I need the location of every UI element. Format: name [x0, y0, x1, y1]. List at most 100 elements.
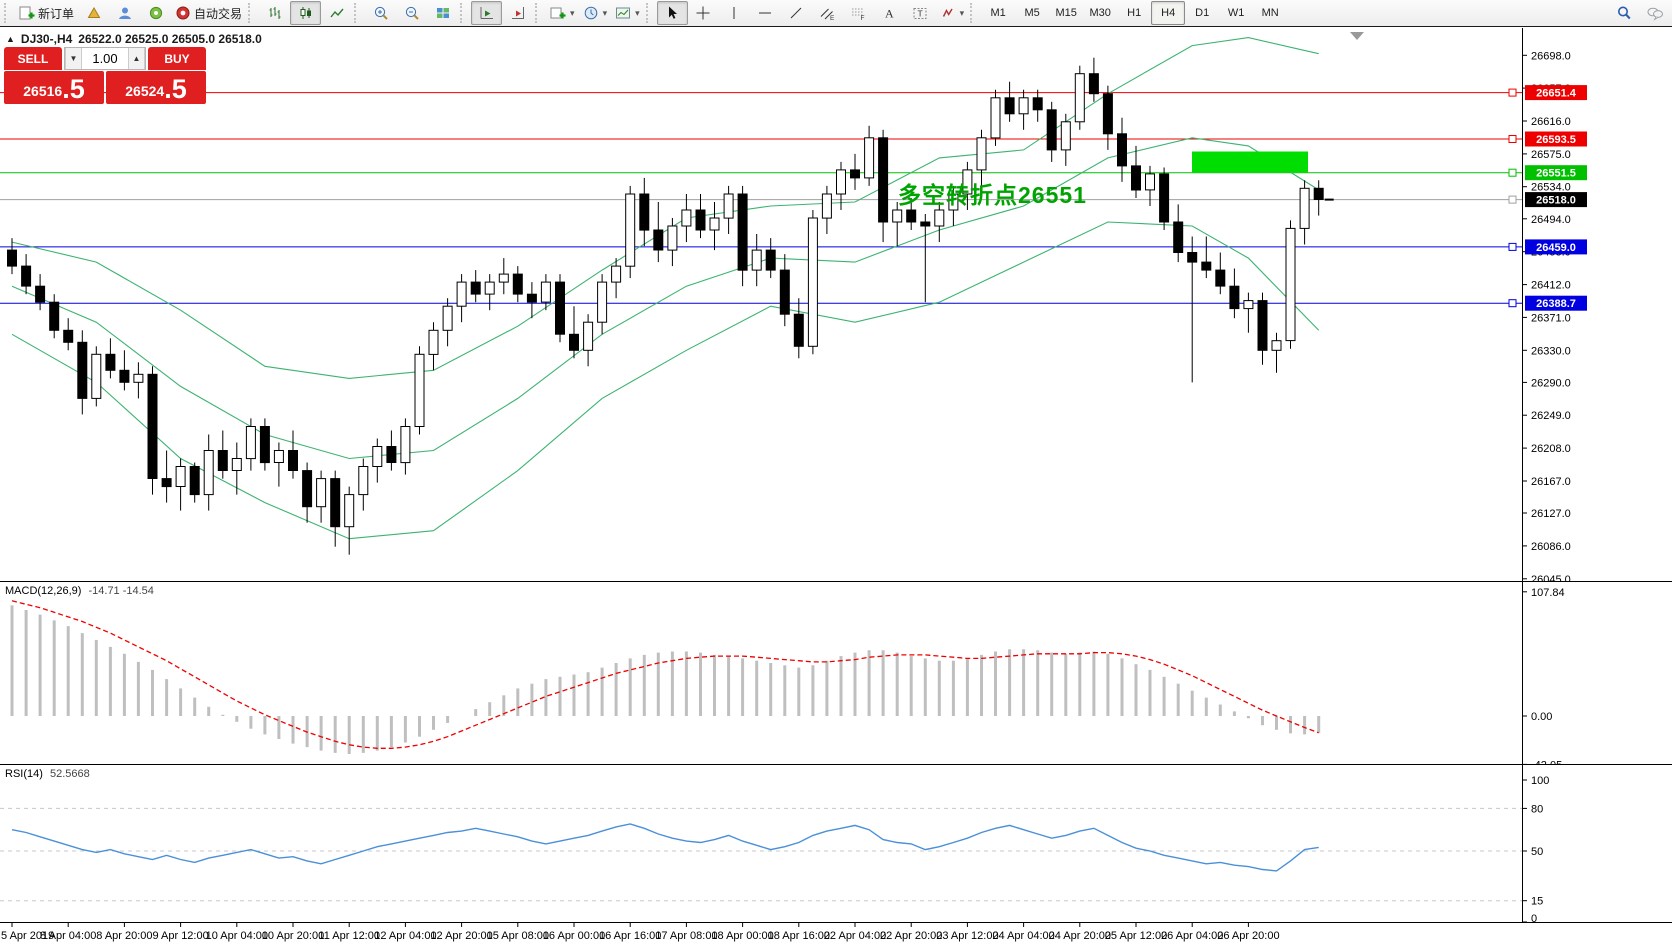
macd-pane: 107.84 0.00 -42.05 MACD(12,26,9) -14.71 -1…	[0, 581, 1672, 764]
template-icon	[615, 5, 631, 21]
text-label-tool-button[interactable]: T	[905, 1, 936, 25]
line-chart-button[interactable]	[321, 1, 352, 25]
timeframe-m1-button[interactable]: M1	[990, 7, 1006, 19]
channel-icon: E	[819, 5, 835, 21]
new-chart-icon	[550, 5, 566, 21]
rsi-tick-label: 80	[1531, 803, 1543, 815]
time-label: 18 Apr 00:00	[711, 930, 773, 942]
cursor-tool-button[interactable]	[656, 1, 688, 25]
price-tick-label: 26412.0	[1531, 280, 1571, 292]
tile-windows-button[interactable]	[427, 1, 458, 25]
channel-tool-button[interactable]: E	[812, 1, 843, 25]
vertical-line-tool-button[interactable]	[719, 1, 750, 25]
svg-text:26651.4: 26651.4	[1536, 88, 1577, 100]
toolbar-grip	[248, 3, 255, 23]
timeframe-mn-button[interactable]: MN	[1261, 7, 1279, 19]
toolbar-grip	[4, 3, 11, 23]
sell-tab[interactable]: SELL	[4, 47, 62, 70]
buy-button[interactable]: 26524.5	[106, 71, 206, 104]
price-level-label	[1525, 131, 1587, 147]
svg-text:26459.0: 26459.0	[1536, 242, 1576, 254]
price-tick-label: 26616.0	[1531, 116, 1571, 128]
buy-tab[interactable]: BUY	[148, 47, 206, 70]
timeframe-h4-button[interactable]: H4	[1151, 1, 1186, 25]
time-label: 12 Apr 04:00	[374, 930, 436, 942]
svg-text:26593.5: 26593.5	[1536, 134, 1576, 146]
bar-chart-button[interactable]	[259, 1, 290, 25]
sell-button[interactable]: 26516.5	[4, 71, 104, 104]
price-chart-canvas[interactable]: 26698.026657.026616.026575.026534.026494…	[0, 28, 1672, 581]
volume-input[interactable]: 1.00	[92, 51, 118, 66]
timeframe-m30-button[interactable]: M30	[1089, 7, 1111, 19]
navigator-button[interactable]	[140, 1, 171, 25]
svg-text:F: F	[861, 15, 865, 21]
rsi-canvas[interactable]: 100 80 50 15 0	[0, 765, 1672, 922]
toolbar-grip	[645, 3, 653, 23]
bollinger-upper-band	[11, 37, 1319, 379]
volume-decrease-button[interactable]: ▼	[65, 48, 82, 69]
zoom-in-button[interactable]	[365, 1, 396, 25]
time-label: 18 Apr 16:00	[768, 930, 830, 942]
price-tick-label: 26208.0	[1531, 443, 1571, 455]
shapes-tool-button[interactable]: ▾	[936, 1, 969, 25]
market-watch-button[interactable]	[78, 1, 109, 25]
price-tick-label: 26167.0	[1531, 476, 1571, 488]
crosshair-tool-button[interactable]	[688, 1, 719, 25]
zoom-out-button[interactable]	[396, 1, 427, 25]
timeframe-m5-button[interactable]: M5	[1024, 7, 1040, 19]
bollinger-middle-band	[11, 137, 1319, 460]
time-label: 15 Apr 08:00	[487, 930, 549, 942]
new-order-button[interactable]: 新订单	[15, 1, 78, 25]
svg-text:26388.7: 26388.7	[1536, 298, 1576, 310]
timeframe-m15-button[interactable]: M15	[1055, 7, 1077, 19]
svg-text:26518.0: 26518.0	[1536, 195, 1576, 207]
search-button[interactable]	[1608, 1, 1639, 25]
chart-window: 26698.026657.026616.026575.026534.026494…	[0, 28, 1672, 949]
template-button[interactable]: ▾	[611, 1, 644, 25]
macd-signal-line	[11, 600, 1319, 749]
chat-button[interactable]	[1639, 1, 1670, 25]
macd-name: MACD(12,26,9)	[5, 585, 82, 597]
price-level-label	[1525, 85, 1587, 101]
horizontal-line-tool-button[interactable]	[750, 1, 781, 25]
text-tool-button[interactable]: A	[874, 1, 905, 25]
new-chart-button[interactable]: ▾	[546, 1, 579, 25]
timeframe-w1-button[interactable]: W1	[1227, 7, 1245, 19]
price-level-label	[1525, 165, 1587, 181]
trendline-tool-button[interactable]	[781, 1, 812, 25]
chart-annotation-text: 多空转折点26551	[898, 182, 1087, 208]
time-axis[interactable]: 5 Apr 2019 8 Apr 04:00 8 Apr 20:00 9 Apr 12…	[0, 922, 1672, 948]
price-tick-label: 26127.0	[1531, 508, 1571, 520]
time-label: 5 Apr 2019	[1, 930, 54, 942]
bar-chart-icon	[267, 5, 283, 21]
price-tick-label: 26045.0	[1531, 574, 1571, 581]
volume-increase-button[interactable]: ▲	[128, 48, 145, 69]
timeframe-d1-button[interactable]: D1	[1195, 7, 1210, 19]
shapes-icon	[940, 5, 956, 21]
dropdown-arrow-icon: ▾	[959, 7, 965, 18]
autotrade-button[interactable]: 自动交易	[171, 1, 246, 25]
volume-box: ▼ 1.00 ▲	[64, 47, 146, 70]
auto-scroll-button[interactable]	[471, 1, 503, 25]
time-label: 23 Apr 12:00	[936, 930, 998, 942]
svg-text:A: A	[885, 7, 894, 21]
time-label: 17 Apr 08:00	[655, 930, 717, 942]
candles-layer	[7, 57, 1324, 555]
price-tick-label: 26249.0	[1531, 410, 1571, 422]
price-tick-label: 26086.0	[1531, 541, 1571, 553]
timeframe-h1-button[interactable]: H1	[1127, 7, 1142, 19]
highlight-box[interactable]	[1192, 151, 1308, 173]
candlestick-chart-button[interactable]	[290, 1, 322, 25]
data-window-button[interactable]	[109, 1, 140, 25]
toolbar-grip	[535, 3, 542, 23]
fibonacci-tool-button[interactable]: F	[843, 1, 874, 25]
dropdown-arrow-icon: ▾	[635, 7, 640, 18]
price-tick-label: 26330.0	[1531, 345, 1571, 357]
svg-text:26551.5: 26551.5	[1536, 168, 1576, 180]
period-button[interactable]: ▾	[579, 1, 612, 25]
chart-shift-button[interactable]	[502, 1, 533, 25]
time-label: 11 Apr 12:00	[318, 930, 380, 942]
rsi-label: RSI(14) 52.5668	[5, 768, 90, 780]
macd-canvas[interactable]: 107.84 0.00 -42.05	[0, 582, 1672, 764]
